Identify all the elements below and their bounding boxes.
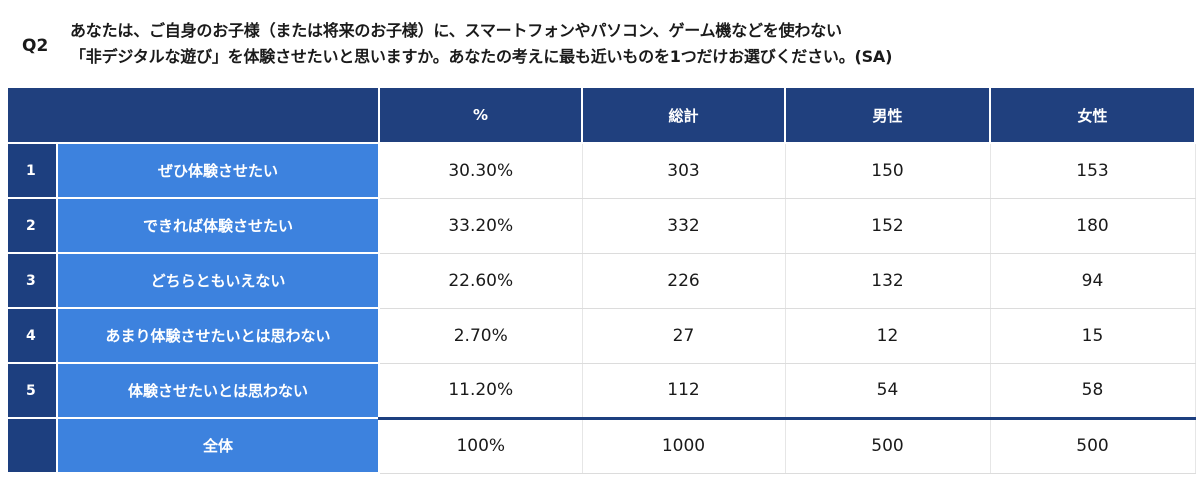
row-male: 150 bbox=[784, 142, 991, 199]
row-male: 152 bbox=[784, 197, 991, 254]
header-total: 総計 bbox=[581, 86, 786, 144]
header-percent: % bbox=[378, 86, 583, 144]
table-header-row: % 総計 男性 女性 bbox=[6, 86, 1196, 144]
question-text: あなたは、ご自身のお子様（または将来のお子様）に、スマートフォンやパソコン、ゲー… bbox=[70, 18, 892, 70]
row-percent: 22.60% bbox=[378, 252, 583, 309]
row-label: どちらともいえない bbox=[56, 252, 380, 309]
row-male: 54 bbox=[784, 362, 991, 419]
row-total: 303 bbox=[581, 142, 786, 199]
table-total-row: 全体 100% 1000 500 500 bbox=[6, 416, 1196, 474]
total-female: 500 bbox=[989, 416, 1196, 474]
row-male: 12 bbox=[784, 307, 991, 364]
results-table: % 総計 男性 女性 1 ぜひ体験させたい 30.30% 303 150 153… bbox=[6, 86, 1196, 474]
row-number: 4 bbox=[6, 307, 58, 364]
row-male: 132 bbox=[784, 252, 991, 309]
table-row: 5 体験させたいとは思わない 11.20% 112 54 58 bbox=[6, 362, 1196, 419]
row-female: 58 bbox=[989, 362, 1196, 419]
row-number: 1 bbox=[6, 142, 58, 199]
total-total: 1000 bbox=[581, 416, 786, 474]
table-row: 3 どちらともいえない 22.60% 226 132 94 bbox=[6, 252, 1196, 309]
total-male: 500 bbox=[784, 416, 991, 474]
table-row: 4 あまり体験させたいとは思わない 2.70% 27 12 15 bbox=[6, 307, 1196, 364]
row-number: 2 bbox=[6, 197, 58, 254]
row-total: 27 bbox=[581, 307, 786, 364]
row-percent: 2.70% bbox=[378, 307, 583, 364]
row-percent: 11.20% bbox=[378, 362, 583, 419]
total-percent: 100% bbox=[378, 416, 583, 474]
question-text-line-1: あなたは、ご自身のお子様（または将来のお子様）に、スマートフォンやパソコン、ゲー… bbox=[70, 21, 842, 40]
total-number-cell bbox=[6, 417, 58, 474]
question-text-line-2: 「非デジタルな遊び」を体験させたいと思いますか。あなたの考えに最も近いものを1つ… bbox=[70, 47, 893, 66]
row-label: ぜひ体験させたい bbox=[56, 142, 380, 199]
row-total: 332 bbox=[581, 197, 786, 254]
row-total: 226 bbox=[581, 252, 786, 309]
header-male: 男性 bbox=[784, 86, 991, 144]
total-label: 全体 bbox=[56, 417, 380, 474]
question-block: Q2 あなたは、ご自身のお子様（または将来のお子様）に、スマートフォンやパソコン… bbox=[0, 12, 1200, 82]
row-percent: 33.20% bbox=[378, 197, 583, 254]
row-number: 3 bbox=[6, 252, 58, 309]
row-label: できれば体験させたい bbox=[56, 197, 380, 254]
table-row: 2 できれば体験させたい 33.20% 332 152 180 bbox=[6, 197, 1196, 254]
row-percent: 30.30% bbox=[378, 142, 583, 199]
row-female: 94 bbox=[989, 252, 1196, 309]
row-female: 180 bbox=[989, 197, 1196, 254]
row-total: 112 bbox=[581, 362, 786, 419]
row-female: 15 bbox=[989, 307, 1196, 364]
row-label: 体験させたいとは思わない bbox=[56, 362, 380, 419]
row-female: 153 bbox=[989, 142, 1196, 199]
header-female: 女性 bbox=[989, 86, 1196, 144]
header-blank-cell bbox=[6, 86, 380, 144]
question-id: Q2 bbox=[22, 36, 49, 56]
row-label: あまり体験させたいとは思わない bbox=[56, 307, 380, 364]
row-number: 5 bbox=[6, 362, 58, 419]
table-row: 1 ぜひ体験させたい 30.30% 303 150 153 bbox=[6, 142, 1196, 199]
